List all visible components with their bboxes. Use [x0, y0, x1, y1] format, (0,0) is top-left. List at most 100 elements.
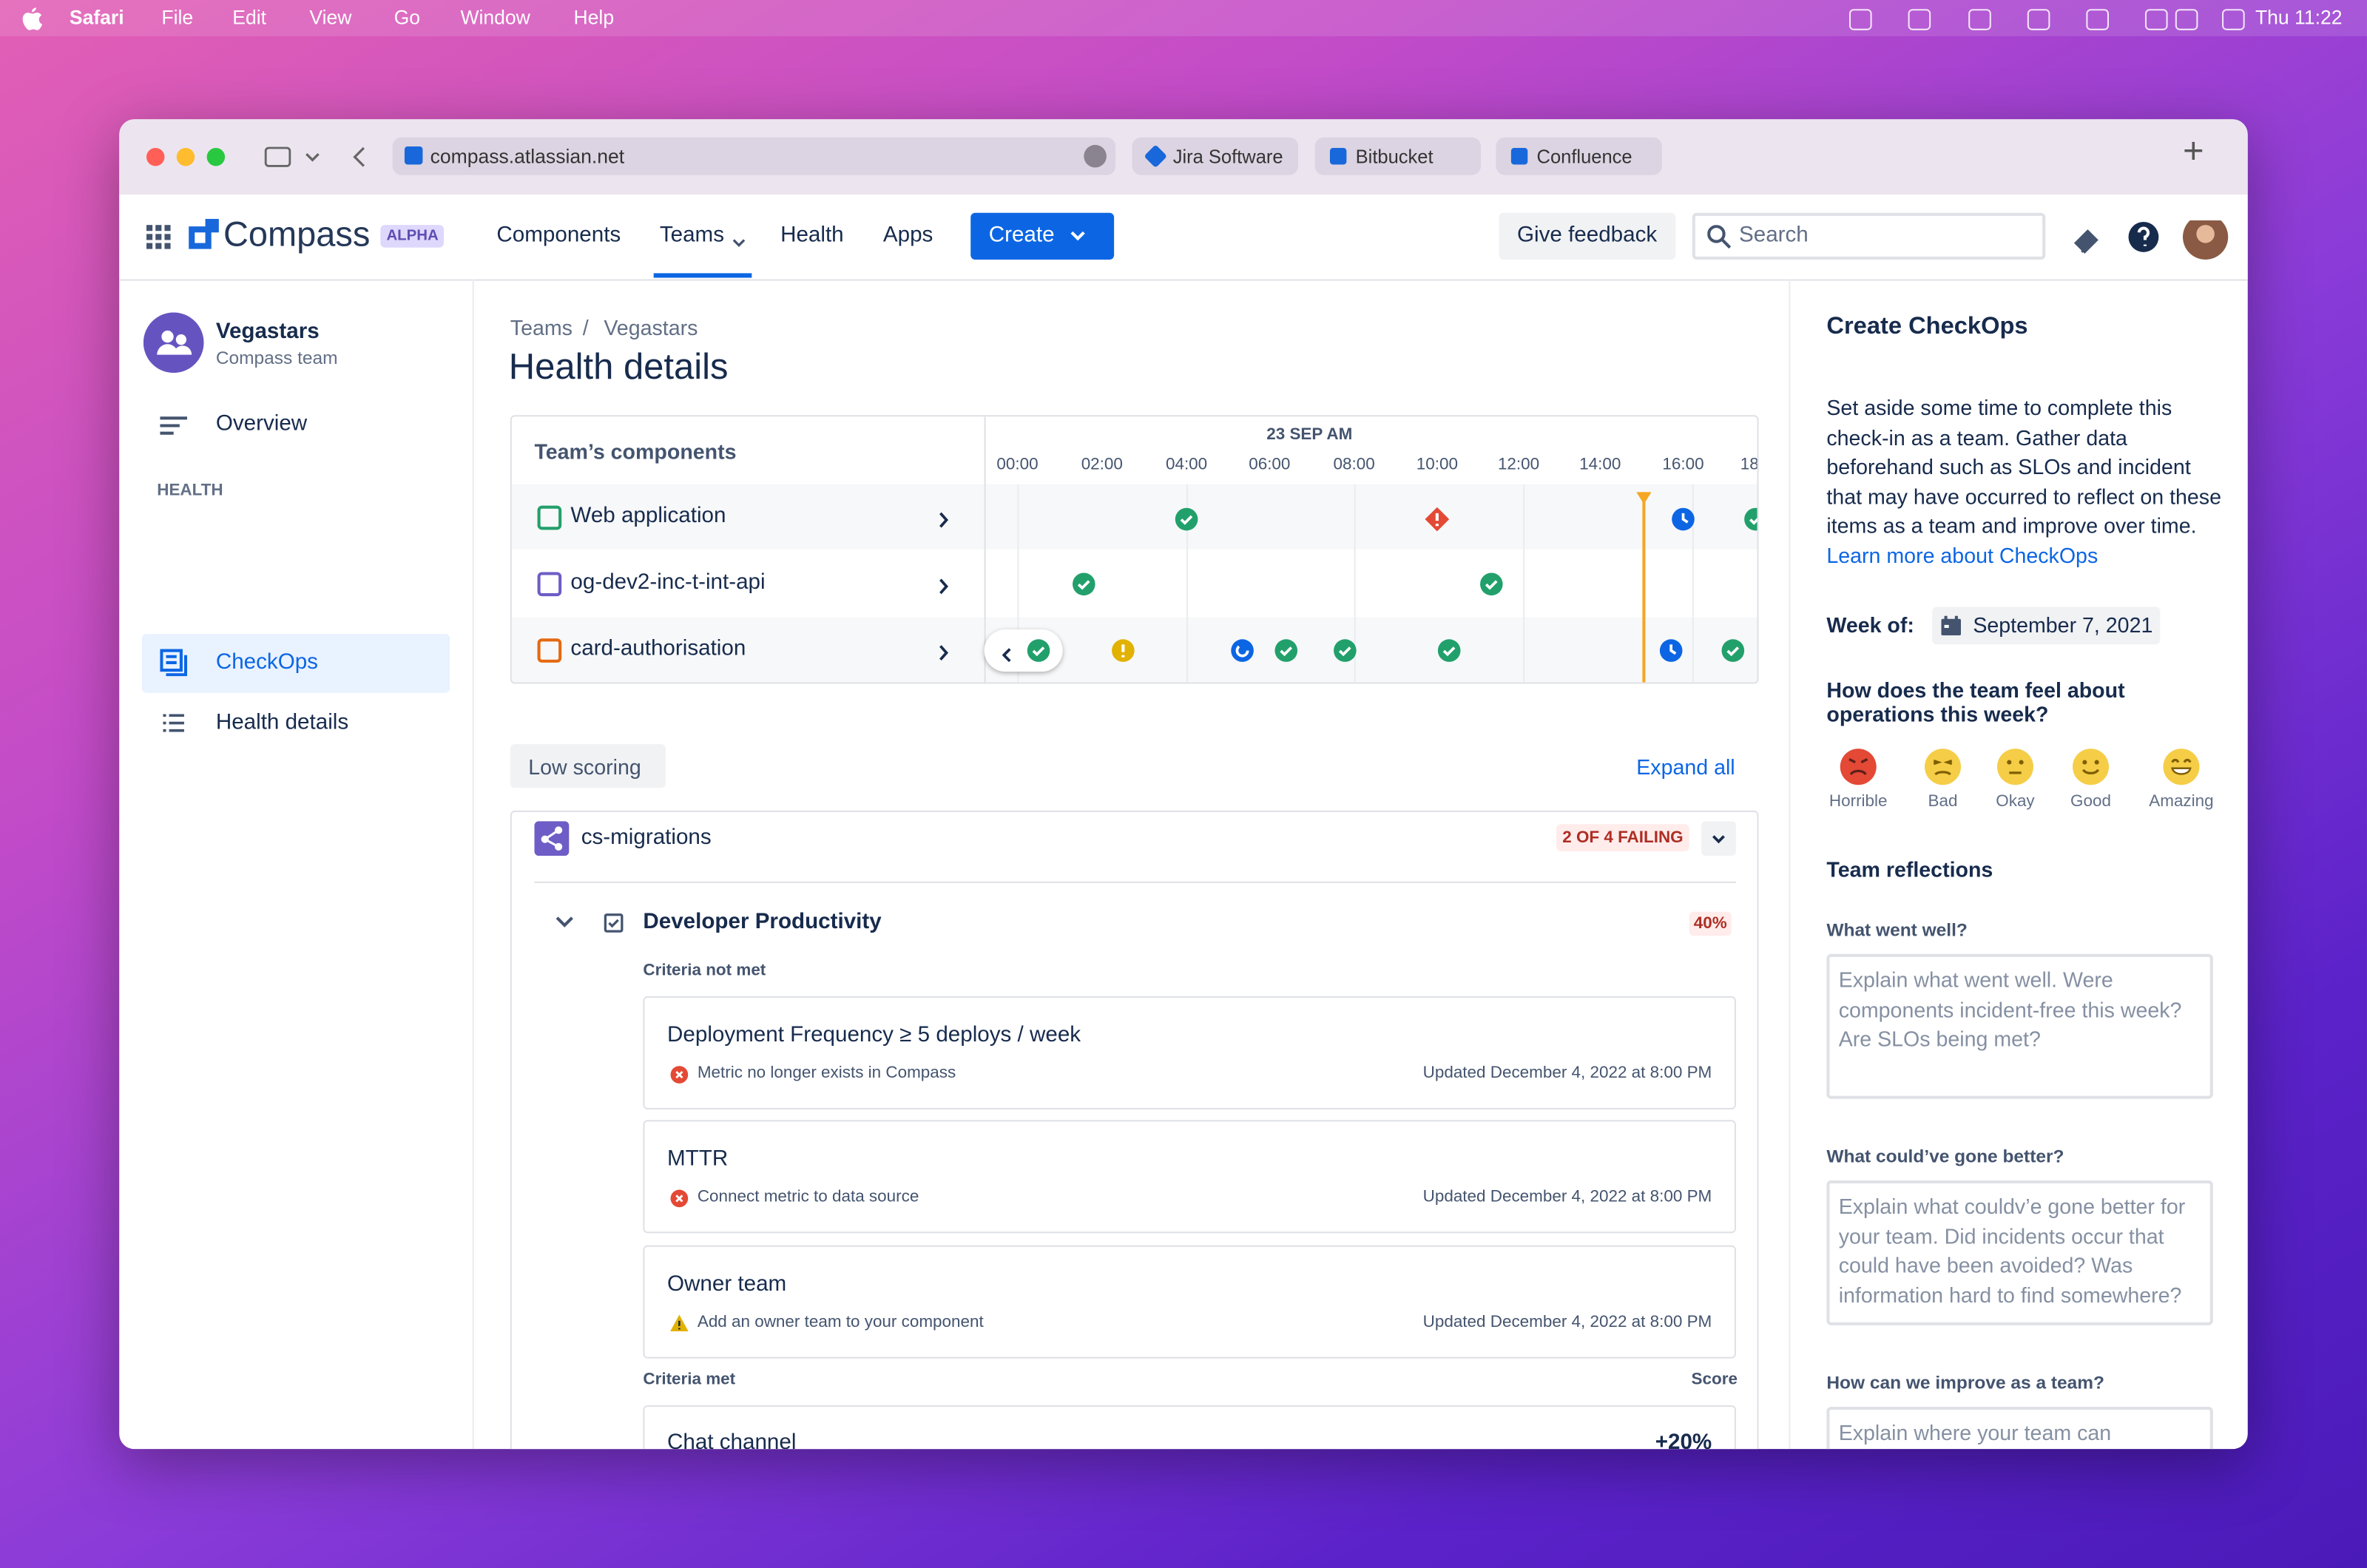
- minimize[interactable]: [176, 147, 195, 166]
- mood-option[interactable]: [1839, 747, 1878, 786]
- column-divider: [984, 416, 986, 683]
- chevron: [939, 512, 949, 528]
- create-button[interactable]: Create: [970, 212, 1115, 260]
- timeline-date: 23 SEP AM: [1266, 425, 1353, 444]
- emoji: [1840, 748, 1877, 785]
- menu-item[interactable]: Go: [394, 6, 421, 29]
- status-icon: [1721, 638, 1746, 663]
- window-controls: [146, 146, 365, 167]
- status-ok: [1027, 639, 1050, 662]
- grid-line: [1186, 484, 1189, 683]
- tab[interactable]: Jira Software: [1132, 137, 1299, 175]
- reflection-input[interactable]: Explain where your team can: [1826, 1407, 2213, 1450]
- component-name[interactable]: Web application: [570, 504, 726, 529]
- status-icon: [2027, 9, 2050, 30]
- reflection-input[interactable]: Explain what couldv’e gone better for yo…: [1826, 1180, 2213, 1325]
- more[interactable]: [1084, 144, 1107, 168]
- grid-line: [1354, 484, 1356, 683]
- learn-more-link[interactable]: Learn more about CheckOps: [1826, 543, 2098, 568]
- divider: [534, 881, 1736, 883]
- status-icon: [1437, 638, 1462, 663]
- timeline-header: Team’s components: [534, 439, 737, 464]
- mood-option[interactable]: [1996, 747, 2035, 786]
- time-label: 00:00: [996, 456, 1039, 474]
- row-chevron: [937, 509, 949, 536]
- time-label: 06:00: [1249, 456, 1291, 474]
- reflection-input[interactable]: Explain what went well. Were components …: [1826, 953, 2213, 1099]
- chevron: [732, 239, 746, 247]
- now-triangle: [1636, 492, 1652, 504]
- section-label: HEALTH: [157, 481, 223, 500]
- expand-all[interactable]: Expand all: [1636, 754, 1735, 780]
- url-field[interactable]: compass.atlassian.net: [392, 137, 1116, 175]
- new-tab[interactable]: +: [2182, 131, 2204, 172]
- week-picker[interactable]: September 7, 2021: [1932, 606, 2161, 645]
- mood-option[interactable]: [2161, 747, 2201, 786]
- panel-title: Create CheckOps: [1826, 314, 2028, 340]
- tab-title: Confluence: [1536, 146, 1632, 168]
- row-chevron: [937, 641, 949, 669]
- row-chevron: [937, 575, 949, 603]
- nav-item[interactable]: Health details: [215, 711, 349, 735]
- menu-item[interactable]: View: [309, 6, 352, 29]
- app-menu[interactable]: Safari: [69, 6, 124, 29]
- status-prog: [1231, 639, 1254, 662]
- overview-link[interactable]: Overview: [215, 412, 308, 436]
- filter-label: Low scoring: [528, 754, 641, 780]
- component-icon: [534, 821, 570, 856]
- reflections-title: Team reflections: [1826, 857, 1993, 882]
- status-icon: [1111, 638, 1135, 663]
- menu-item[interactable]: Window: [460, 6, 530, 29]
- scroll-pill: [984, 629, 1063, 672]
- nav-item[interactable]: CheckOps: [215, 650, 319, 675]
- feedback-button[interactable]: Give feedback: [1499, 212, 1676, 260]
- emoji: [2163, 748, 2200, 785]
- component-name[interactable]: cs-migrations: [581, 825, 712, 850]
- nav-arrows[interactable]: [305, 146, 365, 167]
- search-placeholder: Search: [1739, 223, 1809, 248]
- status-icon: [1175, 507, 1199, 532]
- time-label: 04:00: [1165, 456, 1208, 474]
- nav-link[interactable]: Health: [780, 223, 844, 248]
- breadcrumb-item[interactable]: Teams: [510, 315, 573, 340]
- tab-icon: [1329, 147, 1347, 165]
- apple-logo: [22, 7, 43, 30]
- mood-option[interactable]: [1923, 747, 1962, 786]
- app-switcher[interactable]: [146, 225, 171, 249]
- component-name[interactable]: card-authorisation: [570, 637, 746, 661]
- status-ok: [1072, 572, 1095, 596]
- nav-link[interactable]: Components: [496, 223, 621, 248]
- mood-option[interactable]: [2071, 747, 2110, 786]
- component-name[interactable]: og-dev2-inc-t-int-api: [570, 570, 766, 595]
- nav-link[interactable]: Teams: [659, 223, 725, 248]
- filter-button[interactable]: Low scoring: [510, 744, 666, 788]
- team-type: Compass team: [215, 347, 338, 368]
- help[interactable]: [2128, 221, 2159, 252]
- menu-item[interactable]: File: [161, 6, 194, 29]
- breadcrumb-item[interactable]: Vegastars: [604, 315, 698, 340]
- selected-item: [141, 634, 450, 693]
- zoom[interactable]: [206, 147, 226, 166]
- chevron: [1070, 231, 1085, 241]
- description-text: Set aside some time to complete this che…: [1826, 395, 2222, 538]
- nav-link[interactable]: Apps: [882, 223, 933, 248]
- tab[interactable]: Bitbucket: [1314, 137, 1482, 175]
- sidebar-toggle[interactable]: [264, 146, 291, 167]
- close[interactable]: [146, 147, 165, 166]
- clock: Thu 11:22: [2255, 6, 2343, 29]
- search-box[interactable]: Search: [1692, 212, 2046, 260]
- tab[interactable]: Confluence: [1496, 137, 1662, 175]
- expand-chevron[interactable]: [556, 915, 573, 930]
- criterion-card: Owner team Add an owner team to your comp…: [643, 1245, 1736, 1359]
- reflection-question: What could’ve gone better?: [1826, 1145, 2064, 1167]
- collapse-button[interactable]: [1701, 821, 1736, 856]
- criterion-score: +20%: [1655, 1430, 1712, 1450]
- mood-label: Amazing: [2149, 792, 2214, 811]
- menu-item[interactable]: Edit: [232, 6, 267, 29]
- menu-item[interactable]: Help: [573, 6, 615, 29]
- timeline: Team’s components 23 SEP AM Web applicat…: [510, 415, 1759, 684]
- product-name[interactable]: Compass: [223, 214, 371, 254]
- browser-window: compass.atlassian.net + Jira Software Bit…: [119, 119, 2248, 1450]
- notifications[interactable]: [2073, 229, 2098, 254]
